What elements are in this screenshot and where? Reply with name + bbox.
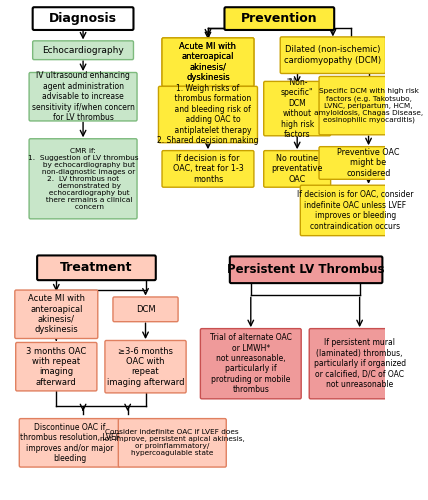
Text: Echocardiography: Echocardiography — [42, 46, 124, 54]
FancyBboxPatch shape — [162, 150, 254, 187]
FancyBboxPatch shape — [264, 82, 331, 136]
FancyBboxPatch shape — [309, 328, 410, 399]
FancyBboxPatch shape — [16, 342, 97, 391]
Text: Discontinue OAC if
thrombus resolution, LVEF
improves and/or major
bleeding: Discontinue OAC if thrombus resolution, … — [20, 422, 120, 463]
Text: Trial of alternate OAC
or LMWH*
not unreasonable,
particularly if
protruding or : Trial of alternate OAC or LMWH* not unre… — [210, 333, 292, 394]
Text: ≥3-6 months
OAC with
repeat
imaging afterward: ≥3-6 months OAC with repeat imaging afte… — [107, 346, 184, 387]
FancyBboxPatch shape — [280, 37, 386, 74]
FancyBboxPatch shape — [200, 328, 301, 399]
Text: If decision is for OAC, consider
indefinite OAC unless LVEF
improves or bleeding: If decision is for OAC, consider indefin… — [297, 190, 413, 230]
FancyBboxPatch shape — [230, 256, 382, 283]
Text: Diagnosis: Diagnosis — [49, 12, 117, 25]
FancyBboxPatch shape — [33, 41, 134, 60]
FancyBboxPatch shape — [300, 185, 410, 236]
Text: Dilated (non-ischemic)
cardiomyopathy (DCM): Dilated (non-ischemic) cardiomyopathy (D… — [284, 46, 381, 65]
Text: Consider indefinite OAC if LVEF does
not improve, persistent apical akinesis,
or: Consider indefinite OAC if LVEF does not… — [100, 430, 245, 456]
FancyBboxPatch shape — [29, 138, 137, 219]
Text: If persistent mural
(laminated) thrombus,
particularly if organized
or calcified: If persistent mural (laminated) thrombus… — [314, 338, 406, 389]
Text: Acute MI with
anteroapical
akinesis/
dyskinesis: Acute MI with anteroapical akinesis/ dys… — [28, 294, 85, 335]
Text: DCM: DCM — [136, 305, 155, 314]
Text: Acute MI with
anteroapical
akinesis/
dyskinesis: Acute MI with anteroapical akinesis/ dys… — [179, 42, 236, 82]
Text: Preventive OAC
might be
considered: Preventive OAC might be considered — [337, 148, 400, 178]
FancyBboxPatch shape — [105, 340, 186, 393]
Text: Specific DCM with high risk
factors (e.g. Takotsubo,
LVNC, peripartum, HCM,
amyl: Specific DCM with high risk factors (e.g… — [314, 88, 423, 123]
Text: Treatment: Treatment — [60, 262, 133, 274]
Text: If decision is for
OAC, treat for 1-3
months: If decision is for OAC, treat for 1-3 mo… — [172, 154, 244, 184]
Text: Acute MI with
anteroapical
akinesis/
dyskinesis: Acute MI with anteroapical akinesis/ dys… — [179, 42, 236, 82]
FancyBboxPatch shape — [37, 256, 156, 280]
FancyBboxPatch shape — [15, 290, 98, 339]
Text: 1. Weigh risks of
    thrombus formation
    and bleeding risk of
    adding OAC: 1. Weigh risks of thrombus formation and… — [157, 84, 259, 145]
Text: CMR if:
1.  Suggestion of LV thrombus
     by echocardiography but
     non-diag: CMR if: 1. Suggestion of LV thrombus by … — [28, 148, 138, 210]
FancyBboxPatch shape — [224, 7, 334, 30]
FancyBboxPatch shape — [162, 38, 254, 86]
FancyBboxPatch shape — [33, 7, 134, 30]
Text: Prevention: Prevention — [241, 12, 318, 25]
FancyBboxPatch shape — [158, 86, 258, 142]
FancyBboxPatch shape — [264, 150, 331, 187]
Text: "Non-
specific"
DCM
without
high risk
factors: "Non- specific" DCM without high risk fa… — [281, 78, 314, 139]
FancyBboxPatch shape — [113, 297, 178, 322]
Text: Persistent LV Thrombus: Persistent LV Thrombus — [227, 264, 385, 276]
FancyBboxPatch shape — [319, 146, 418, 180]
Text: 3 months OAC
with repeat
imaging
afterward: 3 months OAC with repeat imaging afterwa… — [26, 346, 86, 387]
Text: IV ultrasound enhancing
agent administration
advisable to increase
sensitivity i: IV ultrasound enhancing agent administra… — [32, 72, 134, 122]
Text: No routine
preventative
OAC: No routine preventative OAC — [271, 154, 323, 184]
FancyBboxPatch shape — [319, 76, 418, 135]
FancyBboxPatch shape — [19, 418, 120, 467]
FancyBboxPatch shape — [29, 72, 137, 121]
FancyBboxPatch shape — [162, 38, 254, 86]
FancyBboxPatch shape — [118, 418, 226, 467]
